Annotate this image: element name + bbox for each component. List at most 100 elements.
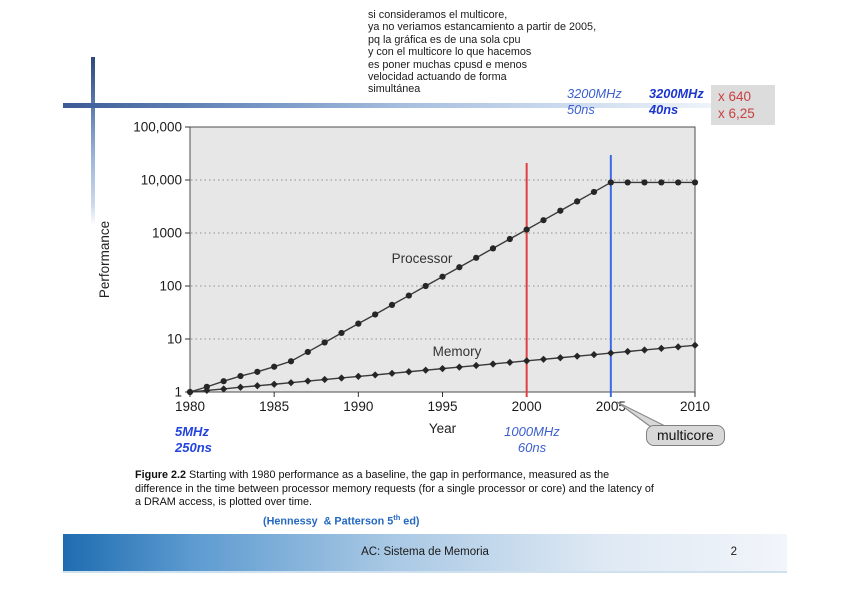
annotation-2005-top: 3200MHz 40ns <box>649 86 704 117</box>
multicore-callout: multicore <box>646 425 725 446</box>
processor-point <box>590 188 598 196</box>
processor-point <box>254 368 261 375</box>
processor-point <box>388 301 396 308</box>
y-tick-label: 10,000 <box>141 173 182 188</box>
decorative-horizontal-line <box>63 103 763 108</box>
annotation-2000-top: 3200MHz 50ns <box>567 86 622 117</box>
memory-point <box>253 382 261 390</box>
annotation-latency: 50ns <box>567 101 595 117</box>
annotation-freq: 1000MHz <box>504 424 560 439</box>
annotation-1980: 5MHz 250ns <box>175 424 212 455</box>
processor-point <box>641 179 648 186</box>
y-tick-label: 1 <box>174 385 182 400</box>
memory-point <box>422 366 430 374</box>
memory-point <box>203 386 211 395</box>
memory-point <box>236 383 245 391</box>
processor-point <box>237 372 244 380</box>
memory-point <box>186 388 194 396</box>
memory-point <box>371 371 379 379</box>
x-tick-label: 2000 <box>512 399 542 414</box>
y-tick-label: 1000 <box>152 226 182 241</box>
processor-point <box>506 235 513 243</box>
footer-title: AC: Sistema de Memoria <box>361 546 489 558</box>
y-tick-label: 100,000 <box>133 120 182 135</box>
x-tick-label: 2005 <box>596 399 626 414</box>
memory-point <box>489 360 497 368</box>
x-tick-label: 1980 <box>175 399 205 414</box>
processor-point <box>439 273 446 280</box>
processor-point <box>304 348 311 356</box>
memory-point <box>337 374 346 382</box>
multicore-callout-tail <box>616 401 668 428</box>
processor-point <box>624 179 631 186</box>
processor-point <box>574 198 581 205</box>
processor-point <box>422 282 429 290</box>
processor-point <box>338 329 345 337</box>
processor-point <box>607 179 614 186</box>
ratio-speed: x 640 <box>718 89 752 104</box>
memory-point <box>270 380 278 388</box>
processor-point <box>220 378 227 385</box>
memory-point <box>472 361 480 370</box>
memory-point <box>607 349 615 357</box>
processor-point <box>675 179 682 186</box>
y-tick-label: 10 <box>167 332 182 347</box>
processor-point <box>489 245 497 252</box>
processor-point <box>658 179 665 186</box>
annotation-freq: 5MHz <box>175 424 209 439</box>
handwritten-note: si consideramos el multicore, ya no veri… <box>368 9 597 96</box>
ratio-latency: x 6,25 <box>718 106 755 121</box>
page-number: 2 <box>730 546 737 558</box>
memory-point <box>287 379 295 387</box>
memory-point <box>624 347 632 356</box>
y-axis-title: Performance <box>97 221 112 298</box>
decorative-vertical-line <box>91 57 95 225</box>
memory-point <box>657 344 665 352</box>
memory-point <box>590 351 598 359</box>
figure-label: Figure 2.2 <box>135 469 187 481</box>
processor-point <box>691 179 699 186</box>
x-axis-title: Year <box>429 421 457 436</box>
memory-point <box>220 385 228 393</box>
footer-bar: AC: Sistema de Memoria 2 <box>63 534 787 571</box>
memory-point <box>506 358 514 366</box>
processor-point <box>473 254 480 261</box>
memory-point <box>539 355 548 363</box>
memory-point <box>523 357 531 365</box>
caption-line-3: a DRAM access, is plotted over time. <box>135 496 313 509</box>
memory-point <box>455 363 463 371</box>
y-tick-label: 100 <box>159 279 182 294</box>
processor-point <box>557 207 564 214</box>
processor-point <box>405 292 412 299</box>
caption-line-2: difference in the time between processor… <box>135 482 654 495</box>
annotation-2000-bottom: 1000MHz 60ns <box>489 424 575 455</box>
caption-line-1: Figure 2.2 Starting with 1980 performanc… <box>135 469 610 481</box>
processor-point <box>287 358 295 365</box>
caption-credit: (Hennessy & Patterson 5th ed) <box>263 512 420 528</box>
memory-point <box>556 354 564 362</box>
memory-point <box>573 352 581 360</box>
memory-point <box>388 369 396 377</box>
ratio-annotation-box: x 640 x 6,25 <box>711 85 775 125</box>
x-tick-label: 2010 <box>680 399 710 414</box>
processor-point <box>372 311 379 318</box>
figure-caption: Figure 2.2 Starting with 1980 performanc… <box>135 469 727 529</box>
memory-point <box>304 377 312 385</box>
processor-point <box>271 363 278 370</box>
processor-point <box>355 320 362 327</box>
x-tick-label: 1990 <box>343 399 373 414</box>
annotation-latency: 250ns <box>175 439 212 455</box>
annotation-freq: 3200MHz <box>567 86 622 101</box>
annotation-freq: 3200MHz <box>649 86 704 101</box>
memory-point <box>674 343 682 351</box>
memory-point <box>640 346 649 354</box>
annotation-latency: 40ns <box>649 101 679 117</box>
series-label-memory: Memory <box>433 344 482 359</box>
processor-point <box>456 264 463 271</box>
series-label-processor: Processor <box>392 251 453 266</box>
memory-point <box>321 375 329 384</box>
x-tick-label: 1995 <box>427 399 457 414</box>
processor-point <box>523 226 530 233</box>
